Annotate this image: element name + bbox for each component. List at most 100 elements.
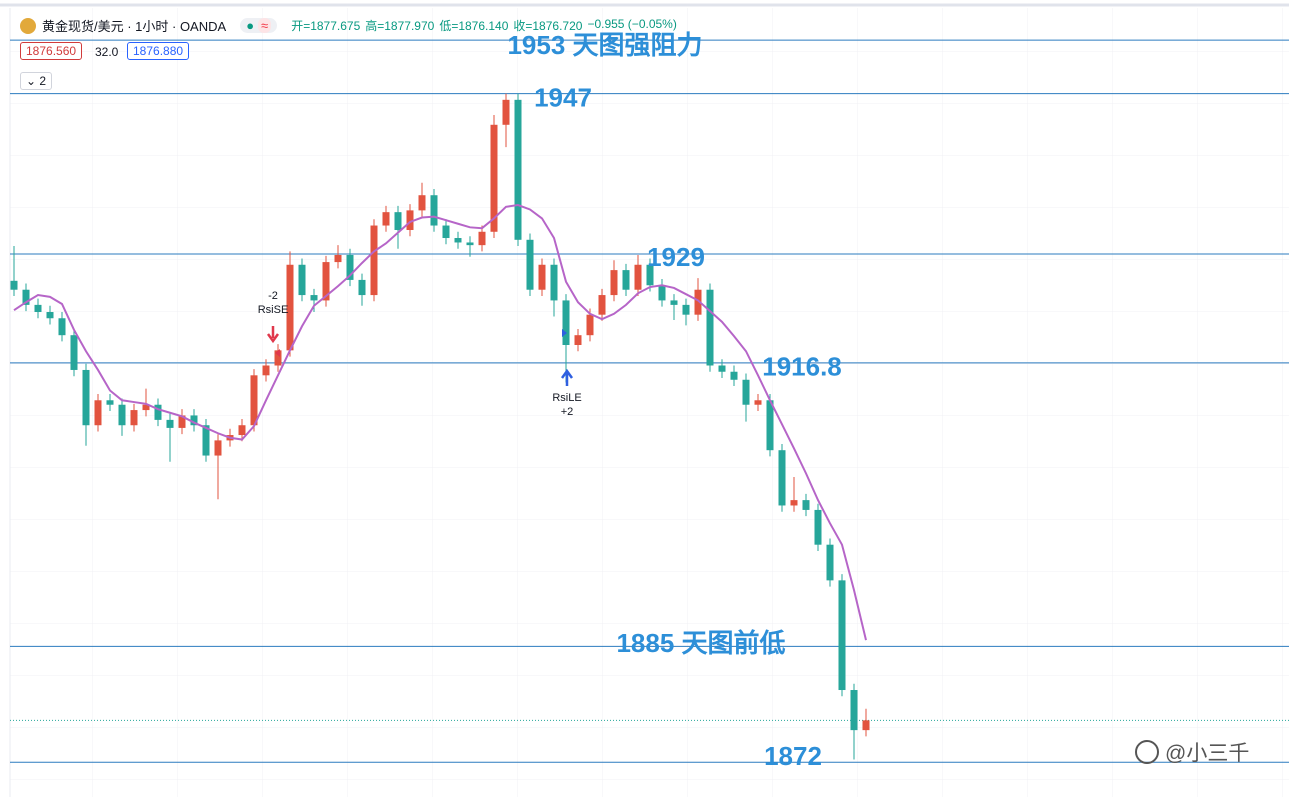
candle-body xyxy=(10,280,18,290)
candle-body xyxy=(646,264,654,286)
indicator-toggle[interactable]: ⌄ 2 xyxy=(20,72,53,90)
candle-body xyxy=(94,400,102,426)
candle-body xyxy=(742,379,750,405)
candle-body xyxy=(310,295,318,301)
candle-body xyxy=(850,690,858,731)
candle-body xyxy=(442,225,450,239)
ohlc-item: 高=1877.970 xyxy=(365,19,435,33)
candle-body xyxy=(634,264,642,290)
candle-body xyxy=(250,375,258,426)
watermark: @小三千 xyxy=(1135,737,1249,767)
symbol[interactable]: 黄金现货/美元 · 1小时 · OANDA xyxy=(42,19,227,34)
level-label: 1885 天图前低 xyxy=(616,628,785,658)
candle-body xyxy=(730,371,738,380)
candle-body xyxy=(46,312,54,319)
candle-body xyxy=(286,264,294,351)
candle-body xyxy=(598,295,606,315)
candle-body xyxy=(262,365,270,376)
buy-price[interactable]: 1876.880 xyxy=(127,42,190,60)
signal-arrow xyxy=(266,326,280,344)
candle-body xyxy=(178,415,186,428)
level-label: 1953 天图强阻力 xyxy=(507,30,702,60)
watermark-icon xyxy=(1135,740,1159,764)
candle-body xyxy=(322,262,330,301)
candle-body xyxy=(718,365,726,372)
candle-body xyxy=(454,238,462,243)
candle-body xyxy=(478,231,486,246)
signal-arrow xyxy=(560,368,574,386)
candle-body xyxy=(466,242,474,246)
candle-body xyxy=(142,404,150,411)
status: ● ≈ xyxy=(240,18,278,33)
candle-body xyxy=(238,425,246,436)
ohlc-item: 收=1876.720 xyxy=(513,19,583,33)
candle-body xyxy=(106,400,114,405)
candle-body xyxy=(334,254,342,263)
candle-body xyxy=(550,264,558,301)
candle-body xyxy=(166,419,174,428)
ohlc-item: −0.955 (−0.05%) xyxy=(587,17,677,31)
candle-body xyxy=(274,350,282,366)
candle-body xyxy=(190,415,198,426)
candle-body xyxy=(358,279,366,296)
level-label: 1916.8 xyxy=(762,352,842,382)
candle-body xyxy=(370,225,378,296)
candle-body xyxy=(58,318,66,336)
candle-body xyxy=(22,289,30,305)
candle-body xyxy=(574,335,582,345)
grid-background xyxy=(10,8,1289,797)
candle-body xyxy=(706,289,714,366)
candle-body xyxy=(382,212,390,226)
candle-body xyxy=(586,314,594,336)
candle-body xyxy=(826,544,834,581)
candle-body xyxy=(298,264,306,296)
signal-marker xyxy=(275,349,280,357)
candle-body xyxy=(658,285,666,301)
candle-body xyxy=(802,500,810,510)
badge: ≈ xyxy=(258,18,272,33)
candle-body xyxy=(682,304,690,315)
signal-label: RsiSE xyxy=(258,304,289,316)
candle-body xyxy=(694,289,702,315)
indicator-count: 2 xyxy=(39,74,47,88)
chevron: ⌄ xyxy=(26,74,40,88)
symbol-icon xyxy=(20,17,36,34)
candle-body xyxy=(406,210,414,230)
signal-label: +2 xyxy=(561,406,574,418)
ohlc-item: 低=1876.140 xyxy=(439,19,509,33)
spread: 32.0 xyxy=(95,45,119,59)
candle-body xyxy=(418,195,426,211)
candle-body xyxy=(670,300,678,305)
ohlc: 开=1877.675 高=1877.970 低=1876.140 收=1876.720… xyxy=(291,17,677,34)
candle-body xyxy=(838,580,846,691)
watermark-text: @小三千 xyxy=(1165,742,1250,765)
candle-body xyxy=(346,254,354,280)
candle-body xyxy=(538,264,546,290)
signal-label: RsiLE xyxy=(552,392,581,404)
status-dot: ● xyxy=(246,18,255,33)
candle-body xyxy=(814,509,822,545)
candle-body xyxy=(430,195,438,226)
candle-body xyxy=(766,400,774,451)
signal-marker xyxy=(562,329,567,337)
candle-body xyxy=(394,212,402,230)
candle-body xyxy=(778,450,786,506)
sell-price[interactable]: 1876.560 xyxy=(20,42,83,60)
candle-body xyxy=(202,425,210,456)
candle-body xyxy=(82,369,90,426)
candle-body xyxy=(214,440,222,456)
candle-body xyxy=(514,99,522,240)
level-label: 1872 xyxy=(764,741,822,771)
candle-body xyxy=(34,304,42,313)
candle-body xyxy=(490,124,498,232)
level-label: 1947 xyxy=(534,82,592,112)
symbol-row: 黄金现货/美元 · 1小时 · OANDA ● ≈ 开=1877.675 高=18… xyxy=(20,16,677,35)
candle-body xyxy=(790,500,798,506)
candle-body xyxy=(562,300,570,345)
candle-body xyxy=(526,239,534,290)
candle-body xyxy=(862,720,870,731)
candle-body xyxy=(154,404,162,420)
ohlc-item: 开=1877.675 xyxy=(291,19,361,33)
